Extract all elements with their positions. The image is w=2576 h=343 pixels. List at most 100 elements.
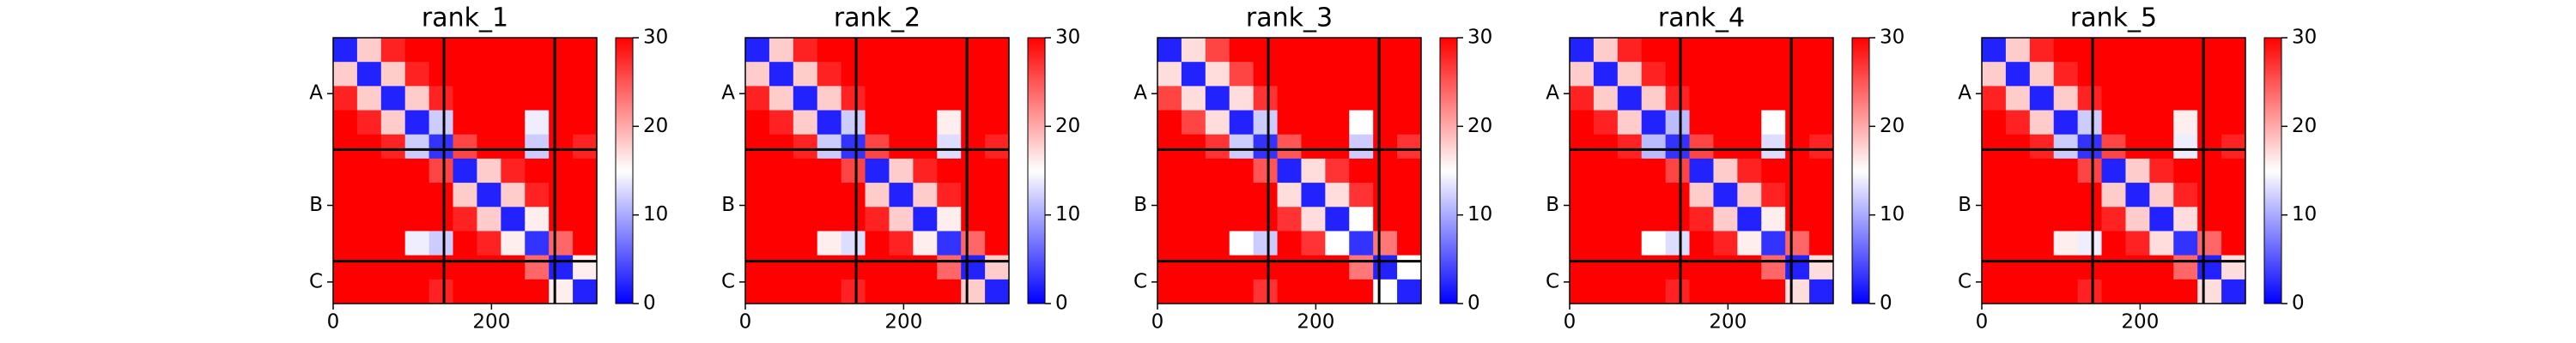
heat-cell [961, 110, 986, 135]
heat-cell [404, 110, 430, 135]
heat-cell [1277, 110, 1302, 135]
heat-cell [525, 231, 550, 256]
heat-cell [380, 255, 406, 280]
heat-cell [2125, 231, 2150, 256]
heat-cell [769, 183, 794, 208]
heat-cell [1982, 158, 2007, 184]
heat-cell [937, 158, 962, 184]
heat-cell [793, 134, 818, 159]
heat-cell [817, 183, 842, 208]
heat-cell [961, 231, 986, 256]
heat-cell [2173, 38, 2198, 63]
heat-cell [1617, 183, 1643, 208]
heat-cell [1301, 279, 1326, 304]
y-tick-label: B [1546, 194, 1559, 216]
heat-cell [769, 231, 794, 256]
heat-cell [1205, 86, 1230, 111]
heat-cell [549, 86, 574, 111]
heat-cell [841, 207, 866, 232]
heat-cell [404, 231, 430, 256]
heat-cell [2053, 158, 2079, 184]
heat-cell [817, 255, 842, 280]
heat-cell [1982, 207, 2007, 232]
heat-cell [1397, 62, 1422, 87]
heat-cell [549, 110, 574, 135]
heat-cell [1325, 255, 1350, 280]
heat-cell [356, 255, 382, 280]
heat-cell [2053, 134, 2079, 159]
heat-cell [1349, 207, 1374, 232]
heat-cell [745, 255, 770, 280]
heat-cell [2077, 279, 2103, 304]
heat-cell [817, 231, 842, 256]
heat-cell [1253, 158, 1279, 184]
heat-cell [2053, 231, 2079, 256]
colorbar-tick-label: 10 [1467, 203, 1492, 226]
heat-cell [2029, 183, 2055, 208]
heat-cell [2197, 207, 2222, 232]
heat-cell [1641, 86, 1667, 111]
heat-cell [1277, 255, 1302, 280]
heat-cell [549, 279, 574, 304]
heat-cell [2149, 158, 2174, 184]
heat-cell [817, 279, 842, 304]
heat-cell [745, 38, 770, 63]
heat-cell [1397, 158, 1422, 184]
heat-cell [1737, 158, 1762, 184]
heat-cell [1593, 255, 1619, 280]
heat-cell [549, 62, 574, 87]
heat-cell [1713, 38, 1738, 63]
heat-cell [1301, 183, 1326, 208]
heat-cell [1229, 255, 1255, 280]
heat-cell [380, 158, 406, 184]
x-tick-label: 200 [1709, 311, 1747, 334]
heat-cell [1277, 62, 1302, 87]
heat-cell [841, 62, 866, 87]
heat-cell [501, 38, 526, 63]
heat-cell [1737, 134, 1762, 159]
heat-cell [1397, 183, 1422, 208]
heat-cell [356, 207, 382, 232]
heat-cell [937, 62, 962, 87]
heat-cell [961, 38, 986, 63]
heat-cell [1809, 110, 1834, 135]
heat-cell [2005, 207, 2031, 232]
heat-cell [817, 62, 842, 87]
y-tick-label: A [721, 82, 735, 105]
heat-cell [793, 110, 818, 135]
heat-cell [1809, 86, 1834, 111]
heat-cell [745, 183, 770, 208]
heat-cell [745, 110, 770, 135]
heat-cell [865, 38, 890, 63]
heat-cell [1229, 110, 1255, 135]
heat-cell [1641, 279, 1667, 304]
heat-cell [453, 183, 477, 208]
heat-cell [428, 134, 454, 159]
heat-cell [573, 158, 598, 184]
heat-cell [745, 231, 770, 256]
heat-cell [1570, 183, 1595, 208]
y-tick-label: B [309, 194, 323, 216]
heat-cell [1982, 134, 2007, 159]
heat-cell [793, 86, 818, 111]
y-tick-label: B [1133, 194, 1147, 216]
heat-cell [1982, 110, 2007, 135]
x-tick-label: 200 [884, 311, 922, 334]
heat-cell [2197, 158, 2222, 184]
heat-cell [2221, 255, 2246, 280]
heat-cell [1397, 86, 1422, 111]
heat-cell [1397, 279, 1422, 304]
heat-cell [477, 62, 501, 87]
heat-cell [1570, 86, 1595, 111]
heat-cell [2221, 207, 2246, 232]
heat-cell [333, 255, 358, 280]
heat-cell [525, 86, 550, 111]
heat-cell [2149, 110, 2174, 135]
heat-cell [1982, 255, 2007, 280]
heat-cell [937, 183, 962, 208]
heat-cell [1641, 38, 1667, 63]
heat-cell [1157, 134, 1182, 159]
heat-cell [1785, 231, 1810, 256]
heat-cell [453, 110, 477, 135]
heat-cell [1373, 207, 1398, 232]
